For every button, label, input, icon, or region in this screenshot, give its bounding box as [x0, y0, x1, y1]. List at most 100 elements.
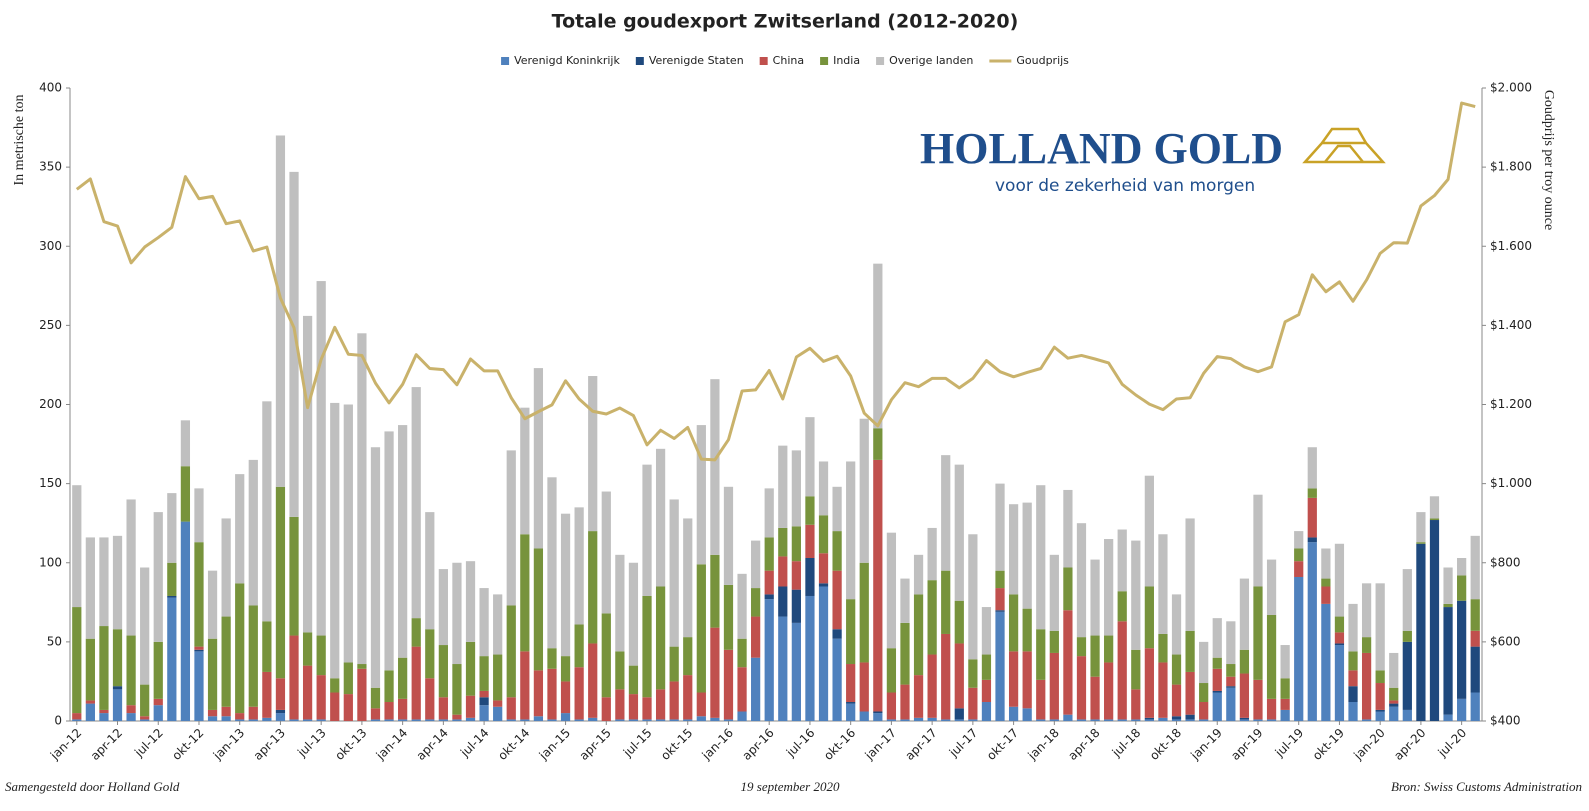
bar	[235, 713, 245, 720]
bar	[1348, 686, 1358, 703]
bar	[1429, 520, 1440, 721]
bar	[710, 379, 720, 555]
y2-tick-label: $1.400	[1490, 318, 1532, 332]
bar	[1334, 543, 1345, 617]
bar	[655, 689, 666, 720]
bar	[642, 719, 652, 721]
bar	[72, 719, 82, 721]
bar	[343, 694, 353, 721]
bar	[520, 534, 530, 652]
price-line	[75, 101, 1476, 462]
bar	[941, 455, 951, 571]
bar	[452, 714, 462, 720]
bar	[1334, 645, 1345, 721]
bar	[411, 618, 421, 647]
chart-title: Totale goudexport Zwitserland (2012-2020…	[552, 11, 1019, 33]
bar	[357, 668, 367, 721]
bar	[1443, 603, 1453, 608]
bar	[751, 616, 761, 658]
bar	[859, 418, 869, 563]
y2-tick-label: $1.800	[1490, 160, 1532, 174]
bar	[384, 431, 394, 671]
bar	[370, 447, 381, 688]
bar	[370, 719, 381, 721]
bar	[506, 605, 516, 698]
bar	[683, 518, 693, 638]
bar	[628, 665, 639, 695]
bar	[1199, 719, 1209, 721]
bar	[1076, 656, 1087, 720]
bar	[1402, 569, 1412, 631]
bar	[832, 486, 842, 532]
bar	[180, 521, 191, 721]
bar	[900, 719, 910, 721]
bar	[886, 719, 897, 721]
bar	[669, 499, 679, 647]
bar	[968, 719, 978, 721]
bar	[1470, 692, 1480, 721]
bar	[1036, 485, 1046, 630]
bar	[655, 719, 666, 721]
bar	[398, 425, 408, 658]
bar	[818, 583, 829, 587]
legend-swatch	[759, 57, 768, 65]
bar	[1280, 645, 1290, 679]
footer-left: Samengesteld door Holland Gold	[5, 779, 180, 794]
bar	[1470, 630, 1480, 647]
bar	[1457, 600, 1467, 699]
bar	[493, 654, 503, 701]
bar	[126, 499, 136, 636]
bar	[764, 594, 774, 600]
bar	[1185, 719, 1195, 721]
y-tick-label: 200	[39, 397, 62, 411]
bar	[1104, 662, 1114, 720]
bar	[1307, 447, 1317, 489]
bar	[1199, 641, 1209, 684]
bar	[1022, 708, 1032, 721]
bar	[995, 610, 1005, 612]
bar	[167, 597, 177, 721]
bar	[533, 716, 544, 721]
bar	[1416, 512, 1426, 543]
bar	[126, 635, 136, 706]
bar	[1266, 559, 1277, 615]
bar	[588, 643, 598, 718]
bar	[1063, 610, 1073, 715]
bar	[1199, 683, 1209, 703]
bar	[778, 527, 788, 557]
bar	[1131, 689, 1141, 720]
x-tick-label: jul-17	[946, 726, 981, 761]
y-tick-label: 300	[39, 239, 62, 253]
bar	[1185, 630, 1195, 672]
x-tick-label: apr-15	[577, 726, 614, 763]
bar	[1226, 664, 1236, 677]
bar	[465, 717, 476, 721]
bar	[737, 711, 747, 721]
bar	[913, 675, 924, 718]
bar	[1389, 652, 1399, 688]
bar	[560, 713, 571, 721]
bar	[1022, 502, 1032, 609]
bar	[1348, 603, 1358, 652]
footer-center: 19 september 2020	[741, 779, 840, 794]
bar	[289, 719, 299, 721]
bar	[493, 706, 503, 721]
x-tick-label: jul-12	[131, 726, 166, 761]
bar	[723, 649, 734, 720]
bar	[1076, 719, 1087, 721]
x-tick-label: apr-16	[740, 726, 777, 763]
bar	[1239, 717, 1250, 720]
bar	[1090, 559, 1100, 636]
bar	[140, 716, 150, 720]
bar	[207, 709, 218, 717]
bar	[1402, 709, 1412, 721]
bar	[846, 702, 856, 704]
bar	[140, 719, 150, 721]
bar	[968, 659, 978, 688]
bar	[1294, 561, 1304, 577]
bar	[927, 654, 937, 718]
bar	[1199, 702, 1209, 720]
bar	[221, 706, 231, 717]
bar	[683, 675, 693, 720]
